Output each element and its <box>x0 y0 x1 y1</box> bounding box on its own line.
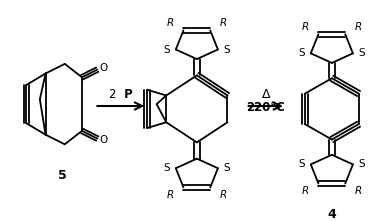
Text: 5: 5 <box>58 169 67 182</box>
Text: S: S <box>358 48 365 58</box>
Text: 220°C: 220°C <box>247 101 285 114</box>
Text: R: R <box>301 21 309 32</box>
Text: 2: 2 <box>109 88 120 101</box>
Text: S: S <box>164 44 171 55</box>
Text: S: S <box>223 163 230 173</box>
Text: S: S <box>223 44 230 55</box>
Text: O: O <box>99 135 107 145</box>
Text: 4: 4 <box>327 208 336 221</box>
Text: R: R <box>355 186 362 196</box>
Text: R: R <box>220 190 227 200</box>
Text: P: P <box>120 88 133 101</box>
Text: S: S <box>299 48 305 58</box>
Text: Δ: Δ <box>262 88 270 101</box>
Text: R: R <box>355 21 362 32</box>
Text: R: R <box>166 190 174 200</box>
Text: R: R <box>220 18 227 28</box>
Text: R: R <box>301 186 309 196</box>
Text: S: S <box>358 159 365 170</box>
Text: S: S <box>164 163 171 173</box>
Text: R: R <box>166 18 174 28</box>
Text: O: O <box>99 63 107 73</box>
Text: S: S <box>299 159 305 170</box>
